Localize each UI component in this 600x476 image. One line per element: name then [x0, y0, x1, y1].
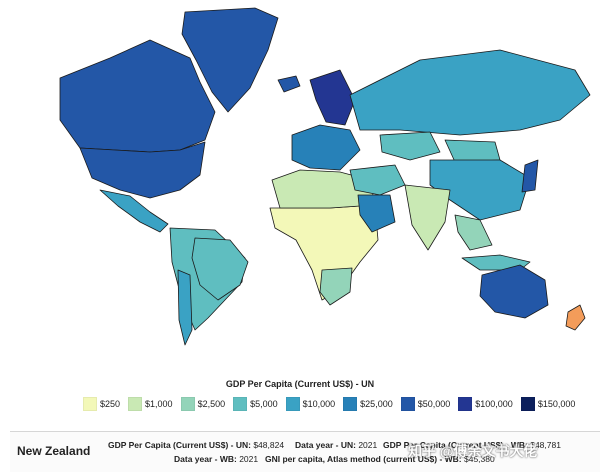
gdp-un-row: GDP Per Capita (Current US$) - UN: $48,8… [108, 440, 284, 450]
region-chile[interactable] [177, 269, 193, 346]
region-mongolia[interactable] [444, 139, 501, 163]
legend-swatch [233, 397, 248, 411]
legend-swatch [458, 397, 473, 411]
gni-value: $45,380 [464, 454, 495, 464]
legend-swatch [285, 397, 300, 411]
region-iceland[interactable] [277, 75, 301, 93]
legend-swatch [83, 397, 97, 411]
data-year-un-label: Data year - UN: [295, 440, 356, 450]
region-middle-east[interactable] [349, 164, 406, 196]
region-southeast-asia[interactable] [454, 214, 493, 251]
legend-item: $2,500 [180, 397, 226, 411]
data-year-un-value: 2021 [358, 440, 378, 450]
region-japan[interactable] [521, 159, 539, 193]
legend-swatch [128, 397, 143, 411]
legend-label: $150,000 [537, 399, 576, 409]
legend: $250 $1,000 $2,500 $5,000 $10,000 $25,000 $50,… [83, 397, 583, 411]
gni-row: GNI per capita, Atlas method (current US… [265, 454, 495, 464]
legend-item: $5,000 [233, 397, 278, 411]
legend-label: $5,000 [250, 399, 278, 409]
gdp-un-value: $48,824 [253, 440, 285, 450]
region-australia[interactable] [479, 264, 549, 319]
legend-item: $1,000 [128, 397, 173, 411]
legend-swatch [520, 397, 535, 411]
region-arabian-peninsula[interactable] [357, 194, 396, 233]
legend-item: $50,000 [400, 397, 451, 411]
legend-item: $25,000 [343, 397, 393, 411]
region-new-zealand[interactable] [565, 304, 586, 331]
data-year-wb-label: Data year - WB: [174, 454, 237, 464]
legend-label: $25,000 [360, 399, 393, 409]
region-kazakhstan[interactable] [379, 131, 441, 161]
legend-label: $1,000 [145, 399, 173, 409]
region-china[interactable] [429, 159, 531, 221]
legend-swatch [180, 397, 195, 411]
region-india[interactable] [404, 184, 451, 251]
region-europe[interactable] [291, 124, 361, 171]
data-year-un-row: Data year - UN: 2021 [295, 440, 377, 450]
legend-label: $250 [100, 399, 121, 409]
data-year-wb-value: 2021 [239, 454, 259, 464]
gni-label: GNI per capita, Atlas method (current US… [265, 454, 462, 464]
legend-label: $2,500 [197, 399, 226, 409]
world-map [59, 7, 591, 346]
legend-title: GDP Per Capita (Current US$) - UN [225, 379, 375, 389]
region-indonesia[interactable] [461, 254, 531, 271]
region-brazil[interactable] [191, 237, 249, 301]
legend-label: $100,000 [475, 399, 513, 409]
region-russia[interactable] [349, 49, 591, 136]
legend-label: $10,000 [302, 399, 336, 409]
gdp-wb-value: $48,781 [530, 440, 561, 450]
legend-item: $150,000 [520, 397, 576, 411]
region-mexico[interactable] [99, 189, 169, 233]
region-united-states[interactable] [79, 141, 206, 199]
legend-swatch [343, 397, 358, 411]
region-greenland[interactable] [181, 7, 279, 113]
legend-item: $10,000 [285, 397, 336, 411]
region-canada[interactable] [59, 39, 216, 153]
gdp-wb-row: GDP Per Capita (Current US$) - WB: $48,7… [383, 440, 561, 450]
legend-item: $250 [83, 397, 120, 411]
watermark: 知乎 @傅余文书大佬 [408, 443, 538, 459]
legend-item: $100,000 [458, 397, 513, 411]
gdp-wb-label: GDP Per Capita (Current US$) - WB: [383, 440, 528, 450]
legend-label: $50,000 [417, 399, 451, 409]
region-nordic[interactable] [309, 69, 356, 126]
country-name: New Zealand [17, 444, 91, 458]
info-bar: New Zealand GDP Per Capita (Current US$)… [10, 431, 600, 472]
gdp-un-label: GDP Per Capita (Current US$) - UN: [108, 440, 251, 450]
data-year-wb-row: Data year - WB: 2021 [174, 454, 258, 464]
region-southern-africa[interactable] [319, 267, 353, 306]
legend-swatch [400, 397, 415, 411]
